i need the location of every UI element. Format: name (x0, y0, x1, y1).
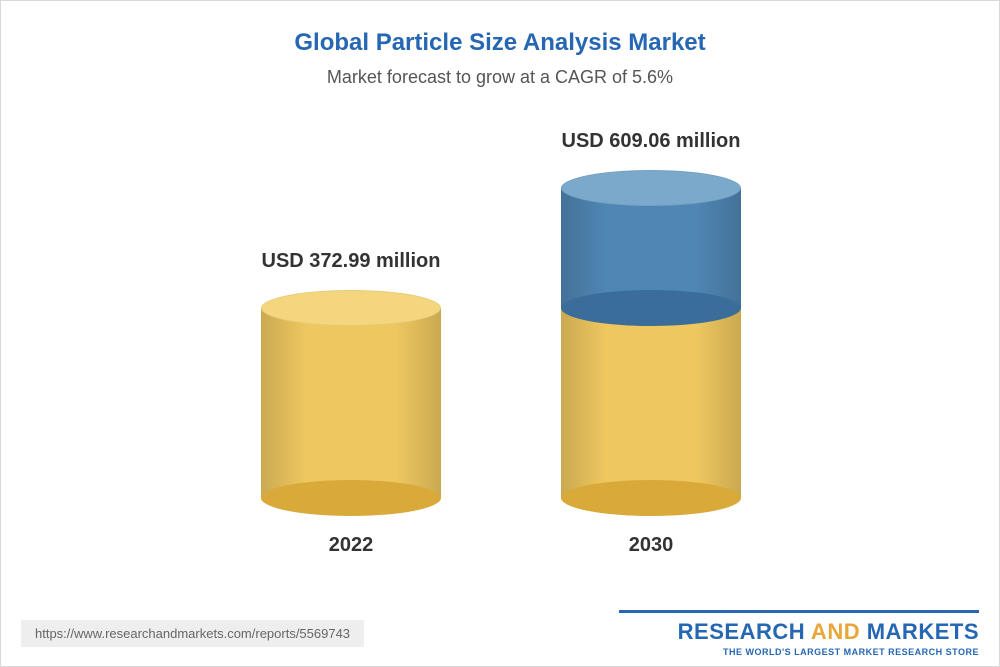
year-label-2022: 2022 (261, 534, 441, 557)
logo-research: RESEARCH (678, 619, 805, 644)
source-url: https://www.researchandmarkets.com/repor… (21, 620, 364, 647)
chart-subtitle: Market forecast to grow at a CAGR of 5.6… (1, 57, 999, 88)
cylinder-shape-2030 (561, 170, 741, 516)
cyl-segment-bottom (561, 290, 741, 326)
logo-block: RESEARCH AND MARKETS THE WORLD'S LARGEST… (619, 610, 979, 657)
cyl-segment-top (261, 290, 441, 326)
logo-and: AND (805, 619, 867, 644)
cyl-segment-bottom (561, 480, 741, 516)
chart-area: USD 372.99 million2022USD 609.06 million… (1, 118, 999, 538)
cyl-segment (561, 308, 741, 498)
logo-markets: MARKETS (867, 619, 979, 644)
cylinder-2030: USD 609.06 million (561, 118, 741, 498)
chart-title: Global Particle Size Analysis Market (1, 1, 999, 57)
year-label-2030: 2030 (561, 534, 741, 557)
footer: https://www.researchandmarkets.com/repor… (1, 611, 999, 666)
cyl-segment (261, 308, 441, 498)
value-label-2022: USD 372.99 million (221, 250, 481, 273)
cylinder-2022: USD 372.99 million (261, 118, 441, 498)
cyl-segment-bottom (261, 480, 441, 516)
logo-text: RESEARCH AND MARKETS (619, 619, 979, 645)
logo-tagline: THE WORLD'S LARGEST MARKET RESEARCH STOR… (619, 647, 979, 657)
cylinder-shape-2022 (261, 290, 441, 516)
value-label-2030: USD 609.06 million (521, 130, 781, 153)
cyl-segment-top (561, 170, 741, 206)
